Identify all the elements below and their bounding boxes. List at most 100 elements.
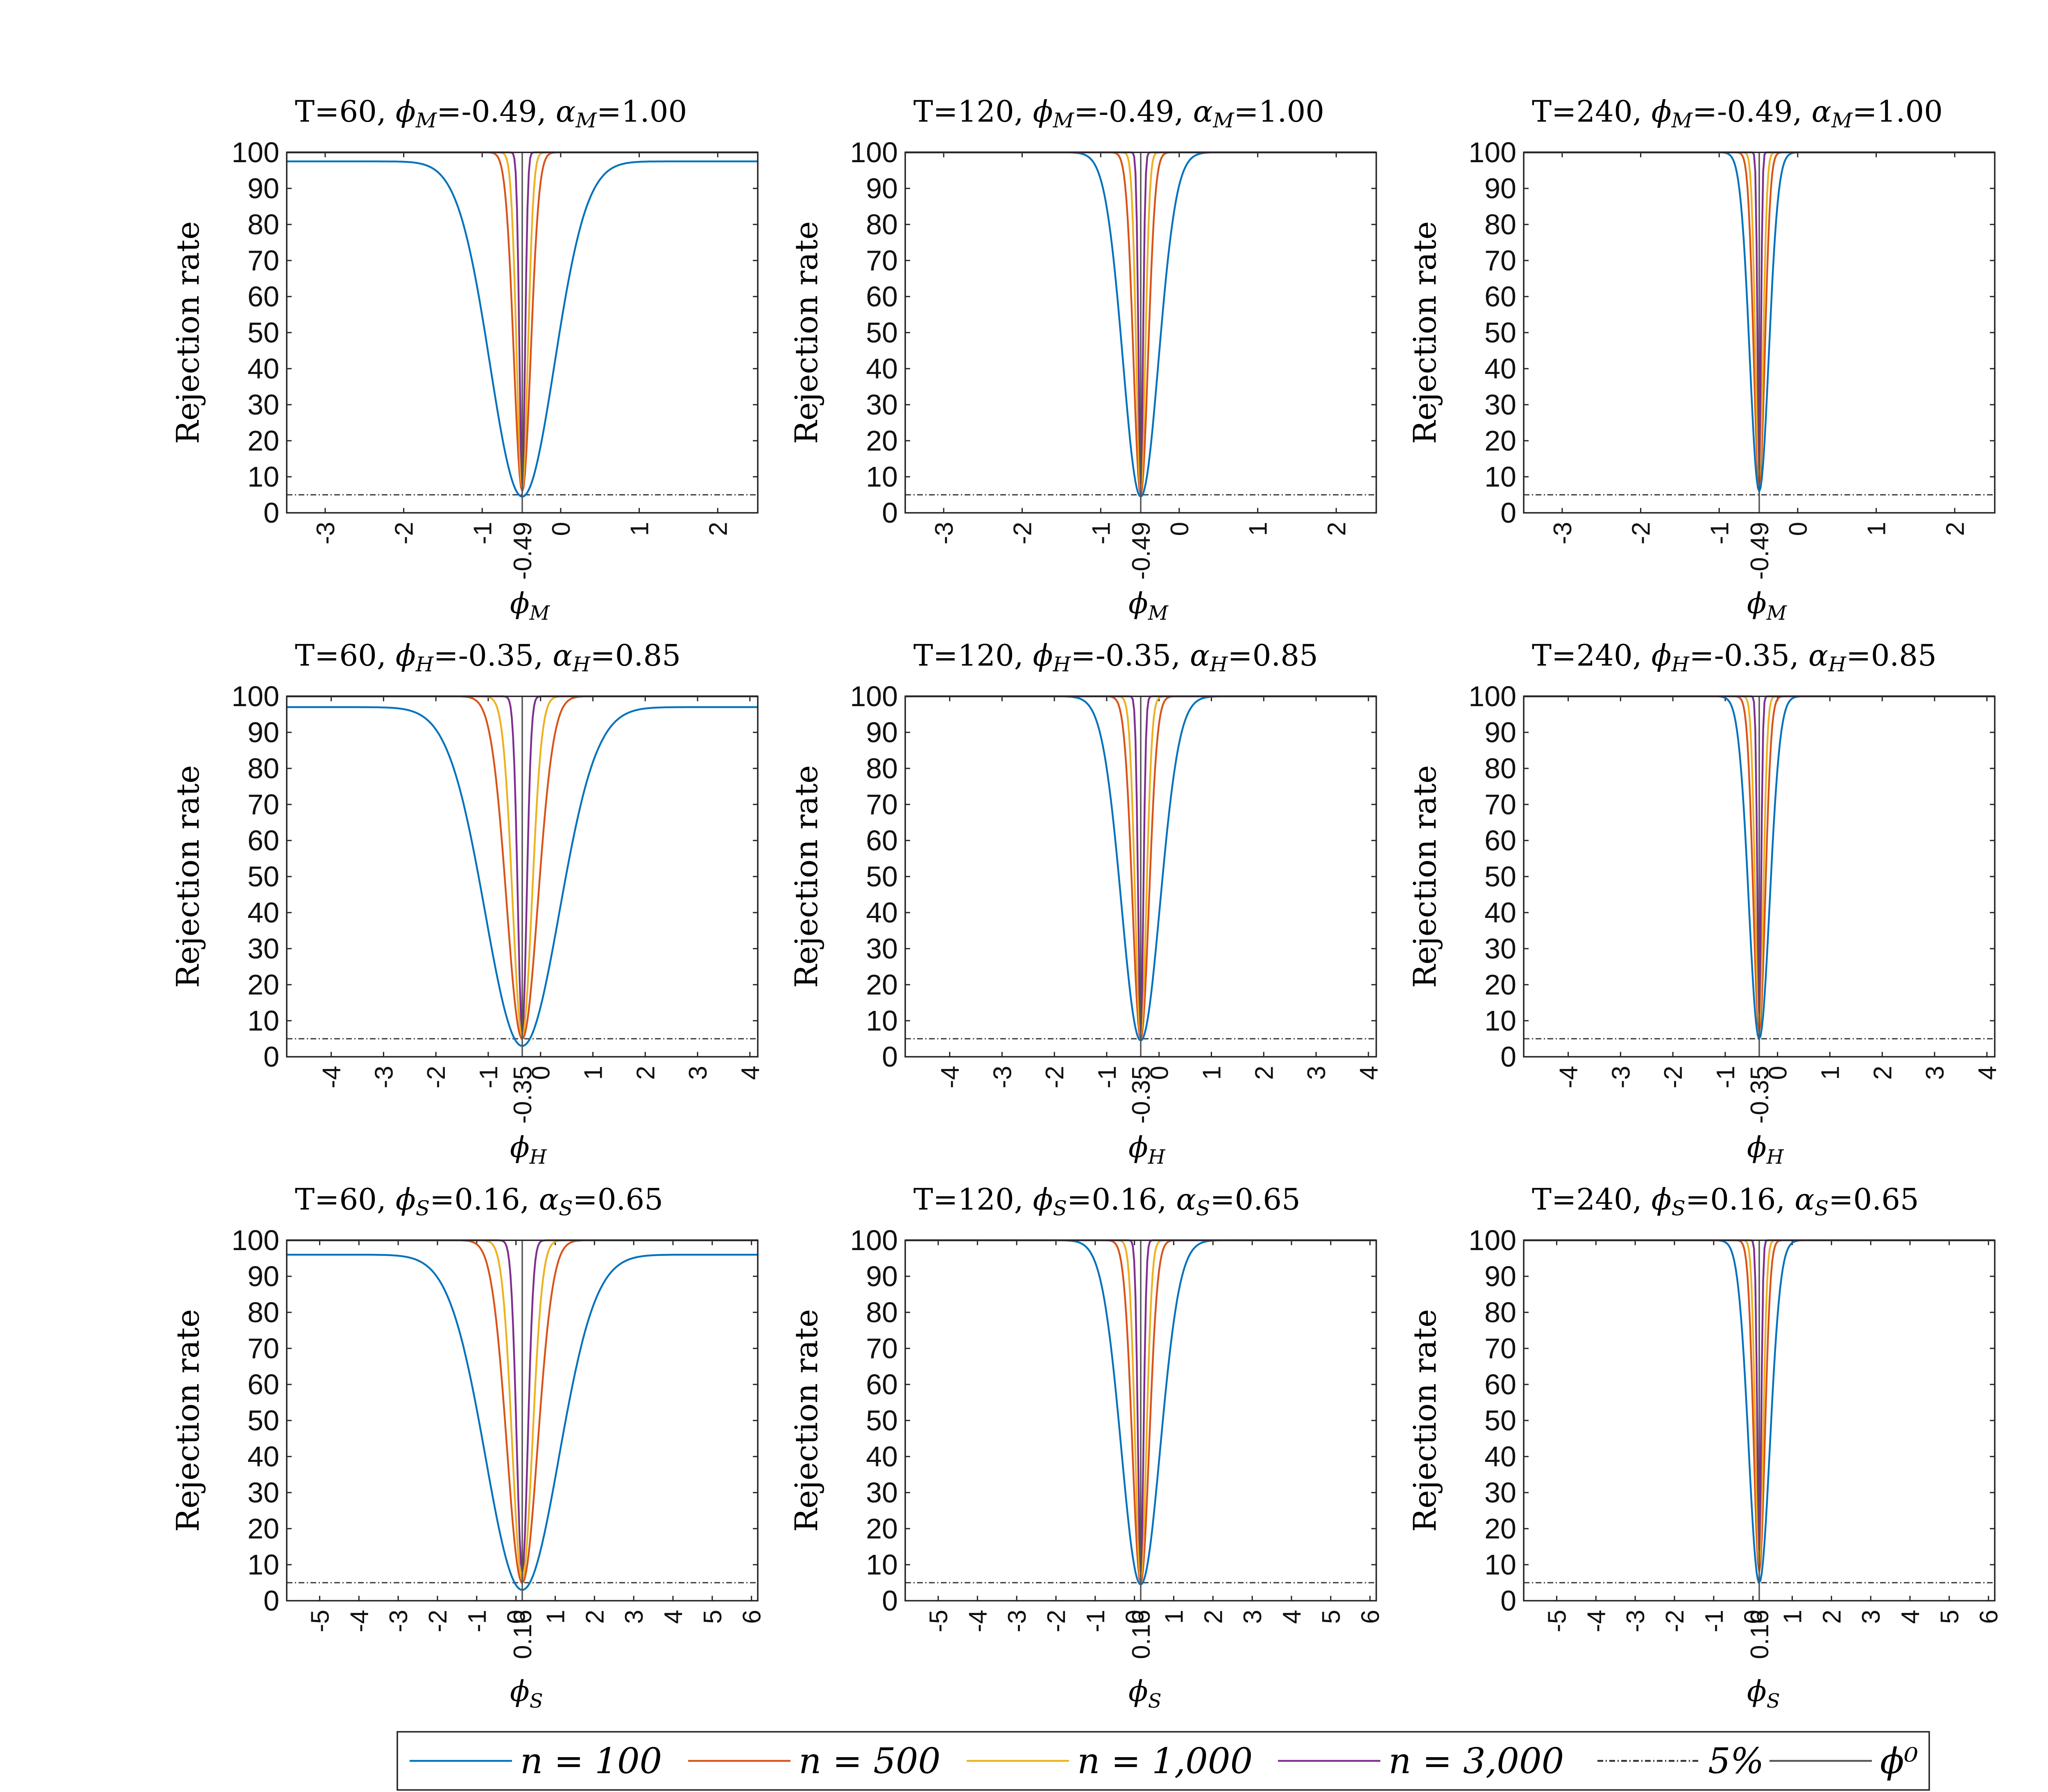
plot-frame (904, 696, 1377, 1058)
x-tick-label: 0 (503, 1610, 531, 1624)
x-tick-label: -3 (1549, 522, 1577, 544)
y-tick-label: 60 (247, 1368, 279, 1400)
x-tick-label: -1 (1700, 1610, 1729, 1632)
y-tick-label: 20 (866, 969, 898, 1001)
title-part: ϕ (1033, 638, 1053, 673)
x-tick-label: 1 (1160, 1610, 1189, 1624)
x-tick-label: 0 (1166, 522, 1194, 536)
y-tick-label: 10 (866, 1549, 898, 1581)
y-tick-label: 50 (1484, 861, 1516, 893)
title-part: α (1176, 1182, 1196, 1217)
x-tick-label: 2 (704, 522, 732, 536)
title-part: ϕ (396, 1182, 416, 1217)
x-tick-label: -0.35 (1127, 1066, 1155, 1124)
plot-frame (286, 696, 759, 1058)
title-part: S (1672, 1196, 1686, 1220)
x-tick-label: 0 (547, 522, 575, 536)
x-tick-label: 6 (1975, 1610, 2003, 1624)
y-tick-label: 90 (866, 172, 898, 204)
y-tick-label: 40 (866, 353, 898, 385)
x-axis-label: ϕS (1128, 1674, 1162, 1713)
x-tick-label: 4 (1355, 1066, 1383, 1080)
x-tick-label: 2 (1941, 522, 1969, 536)
y-tick-label: 60 (1484, 1368, 1516, 1400)
y-tick-label: 70 (866, 788, 898, 820)
legend-label: n = 500 (799, 1741, 940, 1782)
y-tick-label: 0 (263, 497, 279, 529)
title-part: =-0.35, (1689, 638, 1808, 673)
title-part: M (1831, 109, 1853, 132)
y-tick-label: 40 (866, 1441, 898, 1473)
title-part: ϕ (1033, 1182, 1053, 1217)
panel-M-240: T=240, ϕM=-0.49, αM=1.000102030405060708… (1407, 94, 1996, 625)
title-part: =1.00 (597, 94, 687, 129)
x-tick-label: 0 (1121, 1610, 1149, 1624)
y-tick-label: 40 (866, 897, 898, 929)
panel-H-240: T=240, ϕH=-0.35, αH=0.850102030405060708… (1407, 638, 2002, 1169)
legend-label: ϕ⁰ (1880, 1741, 1918, 1782)
y-tick-label: 10 (247, 1549, 279, 1581)
x-axis-label: ϕH (1128, 1130, 1166, 1169)
x-tick-label: 0 (1784, 522, 1812, 536)
title-part: =-0.35, (1071, 638, 1190, 673)
x-tick-label: -2 (1009, 522, 1037, 544)
panel-M-60: T=60, ϕM=-0.49, αM=1.0001020304050607080… (170, 94, 759, 625)
panel-title: T=240, ϕH=-0.35, αH=0.85 (1532, 638, 1937, 676)
x-tick-label: -2 (1659, 1066, 1688, 1088)
title-part: M (1671, 109, 1693, 132)
x-label-sub: S (1767, 1690, 1780, 1713)
y-tick-label: 90 (247, 172, 279, 204)
plot-frame (1523, 152, 1996, 514)
title-part: M (415, 109, 437, 132)
x-tick-label: 6 (1357, 1610, 1385, 1624)
title-part: =0.65 (573, 1182, 663, 1217)
y-tick-label: 10 (247, 1005, 279, 1037)
legend: n = 100 n = 500 n = 1,000 n = 3,000 5% ϕ⁰ (396, 1731, 1930, 1791)
title-part: T=60, (295, 1182, 396, 1217)
x-label-sub: S (530, 1690, 543, 1713)
y-tick-label: 20 (866, 425, 898, 457)
panel-S-60: T=60, ϕS=0.16, αS=0.65010203040506070809… (170, 1182, 766, 1713)
y-tick-label: 20 (1484, 1513, 1516, 1545)
title-part: α (556, 94, 576, 129)
x-tick-label: -4 (1582, 1610, 1611, 1632)
x-tick-label: -2 (1661, 1610, 1689, 1632)
title-part: S (416, 1196, 430, 1220)
x-tick-label: 1 (580, 1066, 608, 1080)
title-part: M (575, 109, 597, 132)
title-part: S (1196, 1196, 1210, 1220)
panel-title: T=240, ϕM=-0.49, αM=1.00 (1532, 94, 1943, 132)
x-label-symbol: ϕ (1128, 1674, 1148, 1708)
y-tick-label: 30 (247, 389, 279, 421)
y-tick-label: 90 (247, 716, 279, 748)
title-part: =0.16, (430, 1182, 539, 1217)
y-tick-label: 70 (1484, 788, 1516, 820)
x-label-symbol: ϕ (1747, 587, 1767, 620)
plot-frame (904, 152, 1377, 514)
y-tick-label: 40 (1484, 897, 1516, 929)
title-part: M (1053, 109, 1075, 132)
y-tick-label: 80 (247, 1296, 279, 1328)
y-tick-label: 70 (247, 245, 279, 276)
title-part: M (1212, 109, 1235, 132)
title-part: T=240, (1532, 1182, 1652, 1217)
x-label-sub: M (1148, 602, 1169, 625)
title-part: S (1815, 1196, 1828, 1220)
y-tick-label: 50 (1484, 1405, 1516, 1436)
y-tick-label: 50 (866, 861, 898, 893)
y-tick-label: 60 (866, 1368, 898, 1400)
y-tick-label: 10 (1484, 461, 1516, 493)
y-tick-label: 30 (1484, 1477, 1516, 1509)
y-tick-label: 20 (1484, 969, 1516, 1001)
y-tick-label: 80 (1484, 752, 1516, 784)
y-tick-label: 0 (1500, 1041, 1516, 1073)
title-part: =-0.49, (1074, 94, 1193, 129)
y-tick-label: 70 (247, 1332, 279, 1364)
y-tick-label: 60 (247, 281, 279, 313)
x-tick-label: -3 (988, 1066, 1017, 1088)
x-tick-label: 6 (738, 1610, 766, 1624)
x-tick-label: 5 (699, 1610, 727, 1624)
x-label-sub: H (1766, 1146, 1784, 1169)
title-part: T=240, (1532, 94, 1652, 129)
x-tick-label: 3 (620, 1610, 648, 1624)
